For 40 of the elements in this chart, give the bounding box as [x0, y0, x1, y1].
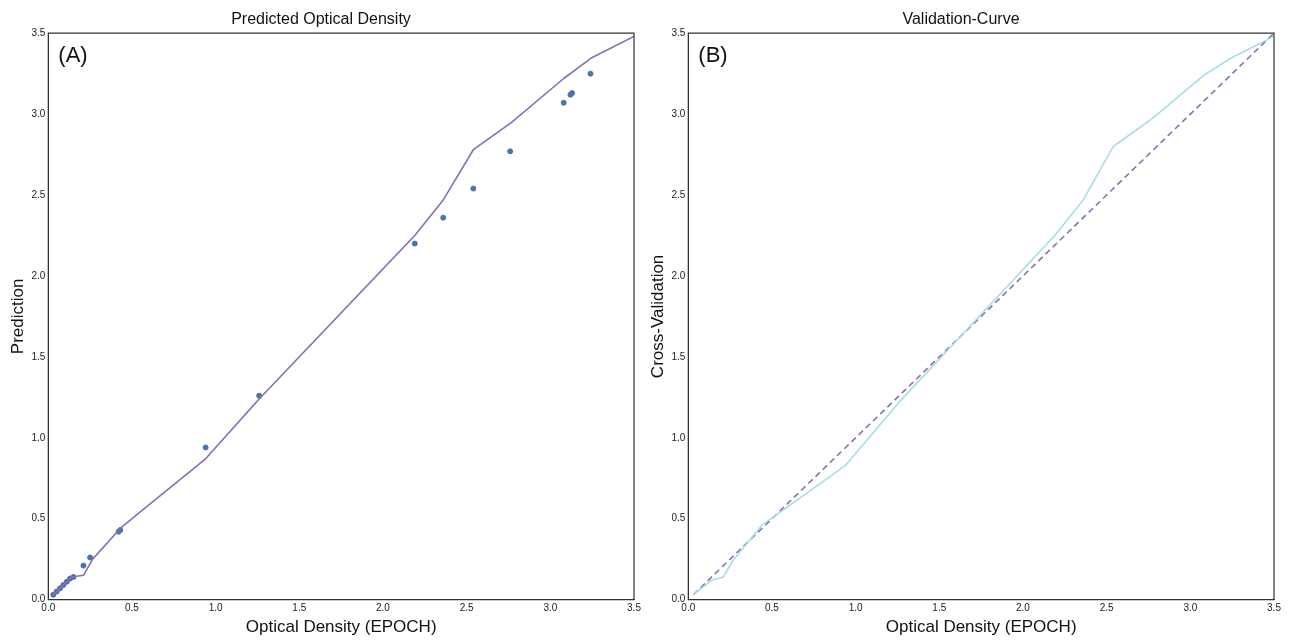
- y-tick-label: 2.0: [31, 269, 46, 281]
- y-tick-label: 1.5: [31, 350, 46, 362]
- x-tick-label: 2.0: [1016, 602, 1031, 614]
- x-axis-title: Optical Density (EPOCH): [245, 617, 437, 637]
- y-tick-label: 2.0: [671, 269, 686, 281]
- y-tick-label: 0.0: [31, 593, 46, 605]
- x-tick-label: 3.5: [627, 602, 642, 614]
- y-tick-label: 0.5: [31, 512, 46, 524]
- y-tick-label: 0.5: [671, 512, 686, 524]
- y-axis-title: Cross-Validation: [647, 254, 667, 379]
- x-tick-label: 2.0: [376, 602, 391, 614]
- y-tick-label: 3.5: [31, 26, 46, 38]
- annotation: (A): [58, 42, 88, 68]
- y-tick-label: 1.0: [671, 431, 686, 443]
- x-tick-label: 3.0: [543, 602, 558, 614]
- x-tick-label: 0.0: [41, 602, 56, 614]
- y-tick-label: 1.0: [31, 431, 46, 443]
- x-tick-label: 1.5: [932, 602, 947, 614]
- y-tick-label: 3.0: [31, 107, 46, 119]
- x-tick-label: 0.5: [125, 602, 140, 614]
- y-tick-label: 1.5: [671, 350, 686, 362]
- x-tick-label: 0.0: [681, 602, 696, 614]
- chart-title: Validation-Curve: [902, 10, 1020, 28]
- x-tick-label: 1.0: [208, 602, 224, 614]
- annotation: (B): [698, 42, 728, 68]
- y-tick-label: 2.5: [31, 188, 46, 200]
- x-tick-label: 3.5: [1267, 602, 1282, 614]
- x-tick-label: 1.5: [292, 602, 307, 614]
- x-tick-label: 3.0: [1183, 602, 1198, 614]
- y-tick-label: 3.0: [671, 107, 686, 119]
- y-axis-title: Prediction: [7, 278, 27, 355]
- x-axis-title: Optical Density (EPOCH): [885, 617, 1077, 637]
- y-tick-label: 0.0: [671, 593, 686, 605]
- x-tick-label: 2.5: [1099, 602, 1115, 614]
- x-tick-label: 0.5: [765, 602, 780, 614]
- y-tick-label: 3.5: [671, 26, 686, 38]
- chart-title: Predicted Optical Density: [231, 10, 411, 28]
- x-tick-label: 2.5: [459, 602, 475, 614]
- y-tick-label: 2.5: [671, 188, 686, 200]
- x-tick-label: 1.0: [848, 602, 864, 614]
